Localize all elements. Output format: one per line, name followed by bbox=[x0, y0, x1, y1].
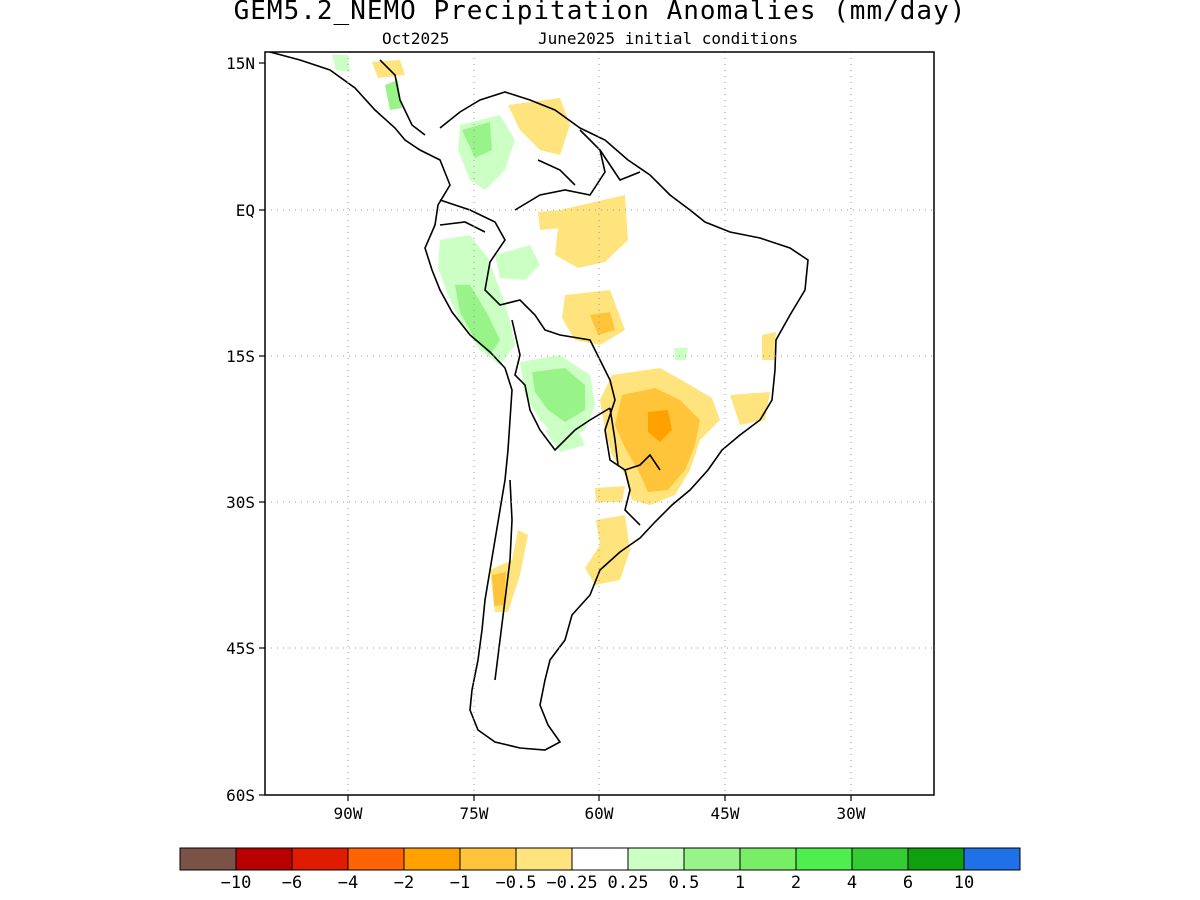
lat-axis bbox=[259, 62, 265, 796]
anomaly-region bbox=[508, 98, 570, 155]
anomaly-region bbox=[590, 312, 615, 335]
coastline bbox=[269, 52, 809, 751]
colorbar-swatch bbox=[179, 847, 237, 871]
colorbar-swatch bbox=[235, 847, 293, 871]
colorbar-swatch bbox=[571, 847, 629, 871]
anomaly-region bbox=[648, 410, 672, 442]
anomaly-region bbox=[538, 210, 562, 230]
graticule bbox=[265, 52, 934, 795]
colorbar-label: −4 bbox=[338, 873, 358, 893]
lat-label: 60S bbox=[226, 786, 255, 805]
anomaly-region bbox=[545, 425, 585, 452]
colorbar-swatch bbox=[963, 847, 1021, 871]
map-frame bbox=[264, 51, 935, 796]
lon-label: 30W bbox=[837, 804, 866, 823]
colorbar-label: 10 bbox=[954, 873, 974, 893]
colorbar-swatch bbox=[907, 847, 965, 871]
anomaly-region bbox=[595, 486, 625, 502]
colorbar-swatch bbox=[795, 847, 853, 871]
lon-axis bbox=[347, 795, 852, 801]
anomaly-region bbox=[332, 55, 350, 72]
anomaly-region bbox=[492, 572, 506, 606]
lon-label: 75W bbox=[460, 804, 489, 823]
anomaly-region bbox=[555, 195, 628, 268]
colorbar-swatch bbox=[739, 847, 797, 871]
lon-label: 60W bbox=[585, 804, 614, 823]
colorbar-label: 2 bbox=[791, 873, 801, 893]
colorbar-label: 0.5 bbox=[669, 873, 700, 893]
colorbar-swatch bbox=[515, 847, 573, 871]
colorbar-swatch bbox=[347, 847, 405, 871]
anomaly-region bbox=[730, 392, 770, 425]
anomaly-region bbox=[462, 122, 492, 158]
forecast-month: Oct2025 bbox=[382, 29, 450, 48]
colorbar-swatch bbox=[291, 847, 349, 871]
colorbar-label: −2 bbox=[394, 873, 414, 893]
anomaly-region bbox=[674, 348, 688, 360]
anomaly-region bbox=[495, 245, 540, 280]
map-title: GEM5.2_NEMO Precipitation Anomalies (mm/… bbox=[233, 0, 967, 26]
colorbar-swatch bbox=[403, 847, 461, 871]
colorbar-label: 6 bbox=[903, 873, 913, 893]
colorbar-label: −6 bbox=[282, 873, 302, 893]
colorbar-label: −0.5 bbox=[496, 873, 537, 893]
initial-conditions: June2025 initial conditions bbox=[538, 29, 799, 48]
anomaly-region bbox=[762, 332, 776, 360]
anomaly-region bbox=[585, 515, 630, 585]
colorbar-swatch bbox=[683, 847, 741, 871]
colorbar-label: −0.25 bbox=[546, 873, 597, 893]
lat-label: 45S bbox=[226, 639, 255, 658]
anomaly-region bbox=[532, 368, 585, 422]
colorbar-label: −10 bbox=[221, 873, 252, 893]
colorbar-swatch bbox=[627, 847, 685, 871]
lon-label: 90W bbox=[334, 804, 363, 823]
colorbar-swatch bbox=[459, 847, 517, 871]
colorbar-label: 1 bbox=[735, 873, 745, 893]
lat-label: EQ bbox=[236, 201, 255, 220]
lat-label: 15N bbox=[226, 54, 255, 73]
lon-label: 45W bbox=[711, 804, 740, 823]
anomaly-region bbox=[455, 285, 500, 355]
colorbar-label: 0.25 bbox=[608, 873, 649, 893]
colorbar-swatch bbox=[851, 847, 909, 871]
colorbar-label: −1 bbox=[450, 873, 470, 893]
lat-label: 15S bbox=[226, 347, 255, 366]
lat-label: 30S bbox=[226, 493, 255, 512]
colorbar-label: 4 bbox=[847, 873, 857, 893]
anomaly-shading bbox=[332, 55, 776, 612]
colorbar: −10 −6 −4 −2 −1 −0.5 −0.25 0.25 0.5 1 2 4 6 10 bbox=[179, 847, 1021, 893]
